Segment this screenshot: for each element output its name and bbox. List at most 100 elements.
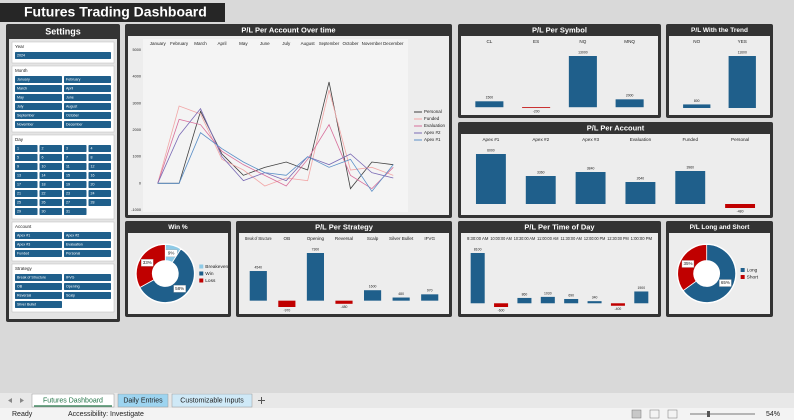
slicer-button[interactable] xyxy=(15,301,62,308)
sheet-tab[interactable] xyxy=(171,393,253,408)
slicer-item[interactable]: Personal xyxy=(66,251,80,255)
slicer-item[interactable]: 29 xyxy=(17,209,21,213)
slicer-button[interactable] xyxy=(64,103,111,110)
slicer-button[interactable] xyxy=(88,145,112,152)
slicer-item[interactable]: 1 xyxy=(17,146,19,150)
slicer-item[interactable]: 5 xyxy=(17,155,19,159)
sheet-tab-label[interactable]: Futures Dashboard xyxy=(43,397,103,404)
slicer-button[interactable] xyxy=(64,208,87,215)
slicer-item[interactable]: 28 xyxy=(91,200,95,204)
slicer-button[interactable] xyxy=(15,232,62,239)
slicer-button[interactable] xyxy=(64,190,87,197)
slicer-item[interactable]: 14 xyxy=(42,173,46,177)
slicer-item[interactable]: 2 xyxy=(42,146,44,150)
slicer-item[interactable]: 20 xyxy=(91,182,95,186)
slicer-item[interactable]: 17 xyxy=(17,182,21,186)
slicer-button[interactable] xyxy=(64,121,111,128)
slicer-button[interactable] xyxy=(15,190,38,197)
slicer-item[interactable]: Silver Bullet xyxy=(17,302,36,306)
slicer-item[interactable]: IFVG xyxy=(66,275,75,279)
slicer-item[interactable]: 16 xyxy=(91,173,95,177)
sheet-tab[interactable] xyxy=(31,393,115,408)
slicer-item[interactable]: August xyxy=(66,104,77,108)
slicer-button[interactable] xyxy=(15,145,38,152)
slicer-item[interactable]: 19 xyxy=(66,182,70,186)
slicer-button[interactable] xyxy=(64,232,111,239)
slicer-item[interactable]: Apex #1 xyxy=(17,233,30,237)
slicer-item[interactable]: 6 xyxy=(42,155,44,159)
slicer-button[interactable] xyxy=(64,274,111,281)
slicer-item[interactable]: September xyxy=(17,113,35,117)
new-sheet-button[interactable] xyxy=(258,397,265,404)
slicer-button[interactable] xyxy=(64,112,111,119)
slicer-item[interactable]: 23 xyxy=(66,191,70,195)
slicer-button[interactable] xyxy=(39,208,63,215)
slicer-item[interactable]: 31 xyxy=(66,209,70,213)
slicer-item[interactable]: 10 xyxy=(42,164,46,168)
slicer-item[interactable]: 13 xyxy=(17,173,21,177)
slicer-button[interactable] xyxy=(15,154,38,161)
slicer-button[interactable] xyxy=(15,103,62,110)
slicer-button[interactable] xyxy=(15,52,111,59)
slicer-button[interactable] xyxy=(64,241,111,248)
slicer-button[interactable] xyxy=(15,274,62,281)
slicer-item[interactable]: 27 xyxy=(66,200,70,204)
slicer-button[interactable] xyxy=(39,163,63,170)
slicer-item[interactable]: 26 xyxy=(42,200,46,204)
slicer-button[interactable] xyxy=(15,172,38,179)
slicer-item[interactable]: 7 xyxy=(66,155,68,159)
slicer-item[interactable]: 9 xyxy=(17,164,19,168)
slicer-item[interactable]: January xyxy=(17,77,30,81)
slicer-button[interactable] xyxy=(39,181,63,188)
slicer-button[interactable] xyxy=(15,85,62,92)
slicer-item[interactable]: 11 xyxy=(66,164,70,168)
slicer-button[interactable] xyxy=(64,181,87,188)
page-layout-view[interactable] xyxy=(649,409,660,419)
slicer-button[interactable] xyxy=(64,292,111,299)
slicer-item[interactable]: Break of Structure xyxy=(17,275,46,279)
tab-scroll-left[interactable] xyxy=(8,398,12,403)
sheet-tab[interactable] xyxy=(117,393,169,408)
slicer-item[interactable]: Reversal xyxy=(17,293,31,297)
slicer-button[interactable] xyxy=(15,121,62,128)
slicer-item[interactable]: 30 xyxy=(42,209,46,213)
slicer-item[interactable]: Opening xyxy=(66,284,80,288)
slicer-button[interactable] xyxy=(88,163,112,170)
slicer-item[interactable]: 3 xyxy=(66,146,68,150)
slicer-item[interactable]: May xyxy=(17,95,24,99)
page-break-view[interactable] xyxy=(667,409,678,419)
slicer-button[interactable] xyxy=(39,172,63,179)
slicer-button[interactable] xyxy=(15,241,62,248)
slicer-button[interactable] xyxy=(15,163,38,170)
zoom-thumb[interactable] xyxy=(707,411,710,417)
slicer-item[interactable]: June xyxy=(66,95,74,99)
slicer-button[interactable] xyxy=(39,145,63,152)
slicer-item[interactable]: 15 xyxy=(66,173,70,177)
slicer-button[interactable] xyxy=(88,190,112,197)
sheet-tab-label[interactable]: Daily Entries xyxy=(123,397,163,404)
slicer-item[interactable]: 4 xyxy=(91,146,93,150)
slicer-button[interactable] xyxy=(15,112,62,119)
slicer-item[interactable]: February xyxy=(66,77,81,81)
status-accessibility[interactable]: Accessibility: Investigate xyxy=(68,411,144,418)
slicer-button[interactable] xyxy=(15,76,62,83)
slicer-button[interactable] xyxy=(64,154,87,161)
slicer-button[interactable] xyxy=(39,199,63,206)
slicer-button[interactable] xyxy=(64,199,87,206)
slicer-button[interactable] xyxy=(15,199,38,206)
slicer-button[interactable] xyxy=(88,199,112,206)
slicer-button[interactable] xyxy=(88,154,112,161)
slicer-button[interactable] xyxy=(15,250,62,257)
slicer-item[interactable]: March xyxy=(17,86,27,90)
slicer-button[interactable] xyxy=(39,190,63,197)
slicer-item[interactable]: July xyxy=(17,104,24,108)
slicer-button[interactable] xyxy=(88,181,112,188)
slicer-item[interactable]: Evaluation xyxy=(66,242,83,246)
slicer-item[interactable]: 21 xyxy=(17,191,21,195)
slicer-button[interactable] xyxy=(64,76,111,83)
normal-view[interactable] xyxy=(631,409,642,419)
slicer-item[interactable]: Apex #2 xyxy=(66,233,79,237)
slicer-button[interactable] xyxy=(64,163,87,170)
slicer-item[interactable]: 24 xyxy=(91,191,95,195)
slicer-button[interactable] xyxy=(15,181,38,188)
